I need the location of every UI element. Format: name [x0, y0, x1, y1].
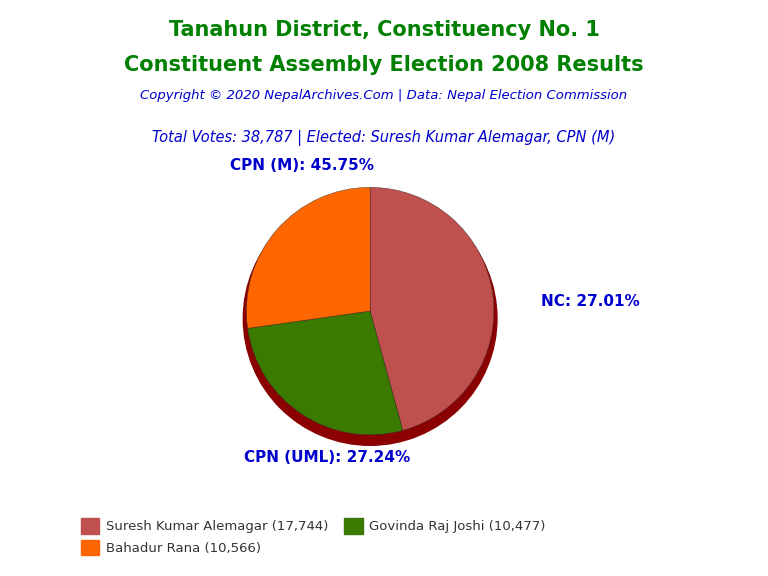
Text: Copyright © 2020 NepalArchives.Com | Data: Nepal Election Commission: Copyright © 2020 NepalArchives.Com | Dat…: [141, 89, 627, 103]
Wedge shape: [370, 187, 494, 430]
Text: Total Votes: 38,787 | Elected: Suresh Kumar Alemagar, CPN (M): Total Votes: 38,787 | Elected: Suresh Ku…: [152, 130, 616, 146]
Text: Tanahun District, Constituency No. 1: Tanahun District, Constituency No. 1: [168, 20, 600, 40]
Legend: Suresh Kumar Alemagar (17,744), Bahadur Rana (10,566), Govinda Raj Joshi (10,477: Suresh Kumar Alemagar (17,744), Bahadur …: [76, 513, 551, 561]
Wedge shape: [247, 187, 370, 328]
Text: CPN (UML): 27.24%: CPN (UML): 27.24%: [243, 449, 410, 465]
Text: CPN (M): 45.75%: CPN (M): 45.75%: [230, 157, 374, 173]
Text: NC: 27.01%: NC: 27.01%: [541, 294, 640, 309]
Wedge shape: [247, 311, 402, 435]
Ellipse shape: [243, 192, 497, 445]
Text: Constituent Assembly Election 2008 Results: Constituent Assembly Election 2008 Resul…: [124, 55, 644, 75]
